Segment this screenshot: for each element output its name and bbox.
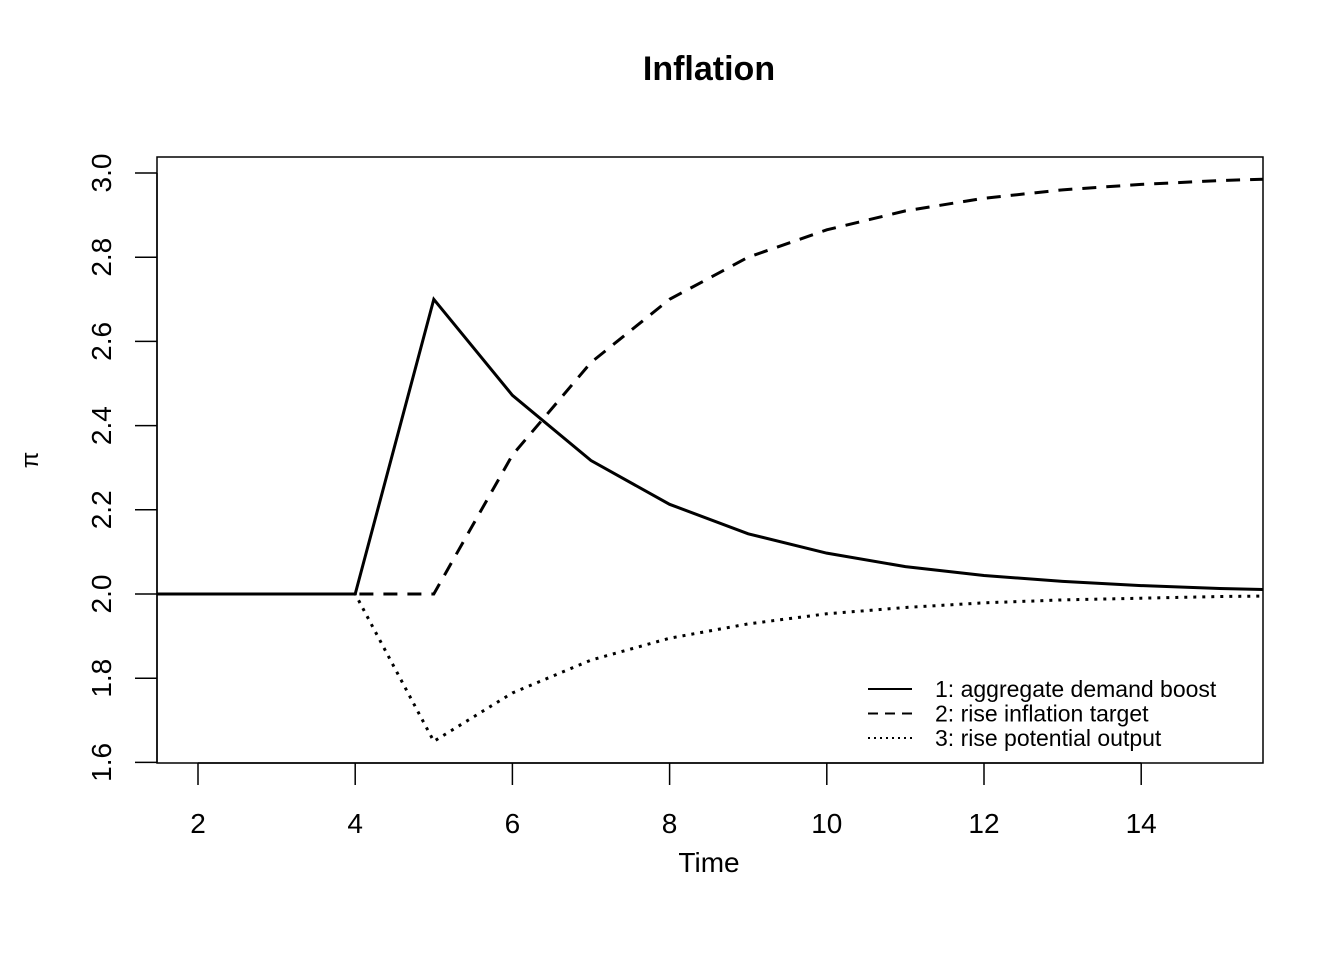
x-tick-label: 14 xyxy=(1126,808,1157,839)
x-tick-label: 4 xyxy=(347,808,363,839)
legend-label: 3: rise potential output xyxy=(935,725,1162,751)
y-tick-label: 2.4 xyxy=(86,406,117,445)
y-tick-label: 2.2 xyxy=(86,490,117,529)
x-tick-label: 6 xyxy=(505,808,521,839)
x-tick-label: 8 xyxy=(662,808,678,839)
legend-label: 2: rise inflation target xyxy=(935,701,1149,727)
series-line-2 xyxy=(157,177,1263,596)
plot-frame xyxy=(156,156,1264,764)
x-tick-label: 12 xyxy=(968,808,999,839)
x-tick-label: 2 xyxy=(190,808,206,839)
y-tick-label: 2.0 xyxy=(86,575,117,614)
y-tick-label: 1.8 xyxy=(86,659,117,698)
legend-label: 1: aggregate demand boost xyxy=(935,676,1217,702)
y-tick-label: 3.0 xyxy=(86,154,117,193)
x-tick-label: 10 xyxy=(811,808,842,839)
x-axis-label: Time xyxy=(678,847,739,878)
chart-title: Inflation xyxy=(643,50,775,88)
y-tick-label: 2.6 xyxy=(86,322,117,361)
y-tick-label: 2.8 xyxy=(86,238,117,277)
y-axis-label: π xyxy=(17,452,44,469)
y-tick-label: 1.6 xyxy=(86,743,117,782)
series-line-1 xyxy=(157,296,1263,596)
